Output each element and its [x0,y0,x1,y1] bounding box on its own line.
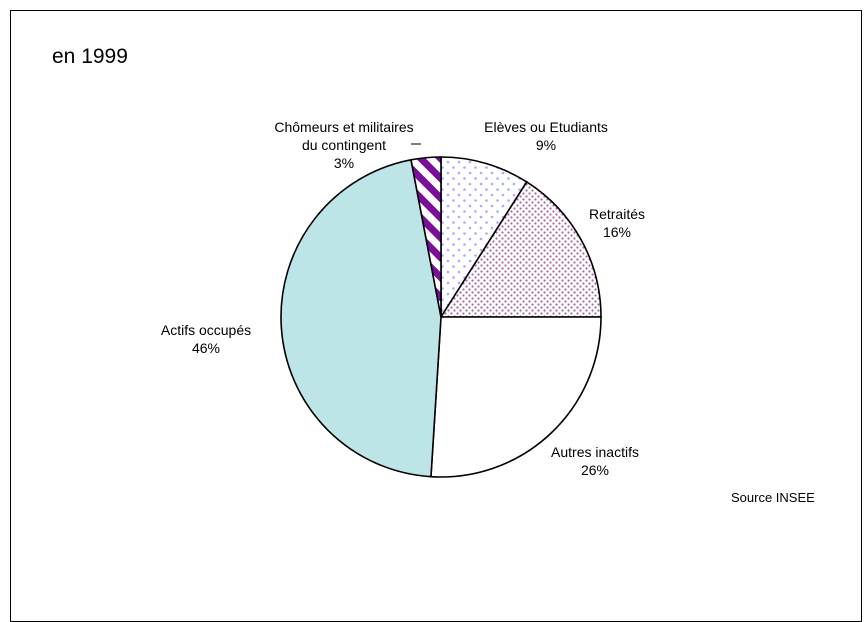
pie-slice [430,316,602,478]
chart-title: en 1999 [52,45,128,68]
source-note: Source INSEE [731,490,815,505]
slice-labels: Elèves ou Etudiants 9% Retraités 16% Autres … [161,119,645,478]
pie-slices [280,156,602,478]
pie-slice [439,180,602,318]
slice-label: Actifs occupés 46% [161,322,251,356]
slice-label: Elèves ou Etudiants 9% [484,119,608,153]
pie-slice [410,156,442,318]
slice-label: Autres inactifs 26% [551,444,639,478]
slice-label: Chômeurs et militaires du contingent 3% [274,119,413,171]
pie-slice [440,156,528,320]
slice-label: Retraités 16% [589,206,645,240]
pie-slice [280,158,442,478]
